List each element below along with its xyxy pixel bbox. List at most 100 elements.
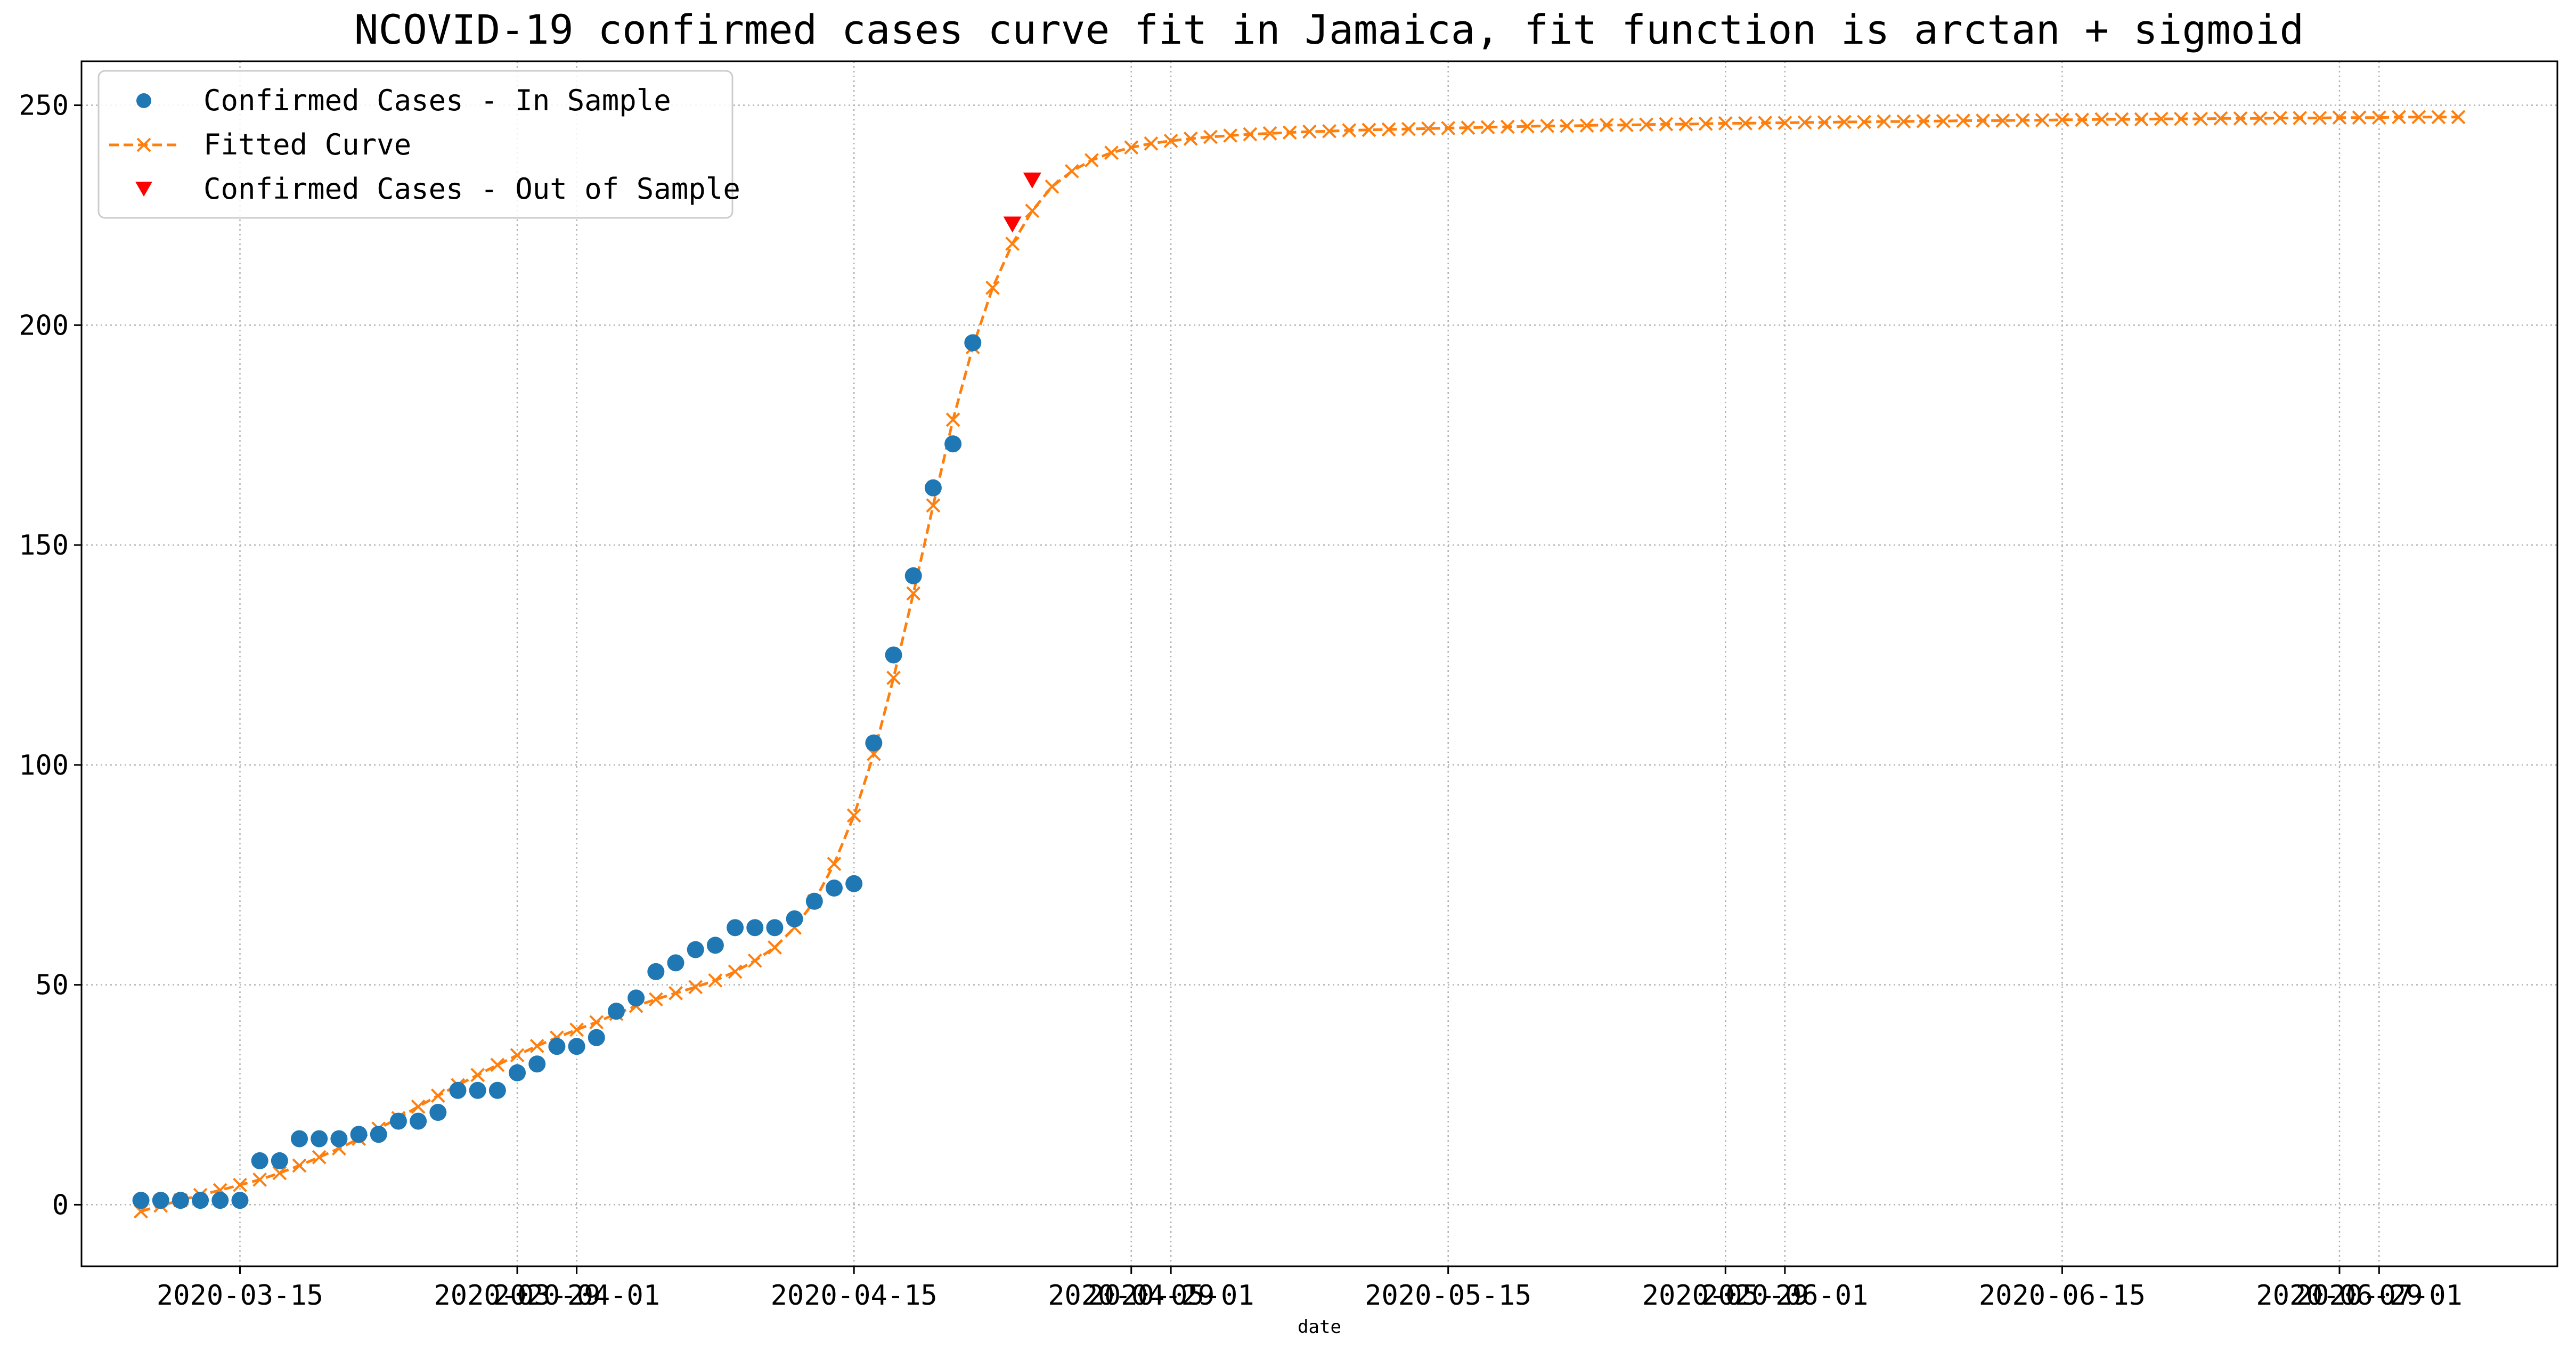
fitted-curve-point bbox=[1976, 113, 1991, 128]
fitted-curve-point bbox=[1659, 117, 1674, 132]
fitted-curve-point bbox=[1223, 128, 1238, 143]
fitted-curve-point bbox=[233, 1177, 247, 1192]
y-tick-label: 0 bbox=[52, 1189, 69, 1221]
fitted-curve-point bbox=[708, 973, 723, 988]
fitted-curve-point bbox=[1698, 116, 1713, 131]
fitted-curve-point bbox=[846, 808, 861, 823]
fitted-curve-point bbox=[2075, 112, 2089, 127]
fitted-curve-point bbox=[1995, 113, 2010, 128]
fitted-curve-point bbox=[669, 986, 683, 1000]
legend-label-in-sample: Confirmed Cases - In Sample bbox=[203, 84, 671, 117]
fitted-curve-point bbox=[1797, 115, 1812, 130]
fitted-curve-point bbox=[1560, 118, 1575, 133]
fitted-curve-point bbox=[747, 953, 762, 968]
x-tick-label: 2020-05-01 bbox=[1088, 1280, 1254, 1312]
fitted-curve-point bbox=[2174, 111, 2188, 126]
plot-area bbox=[81, 61, 2557, 1266]
fitted-curve-point bbox=[1203, 129, 1218, 144]
x-tick-label: 2020-03-29 bbox=[434, 1280, 601, 1312]
fitted-curve-point bbox=[272, 1166, 287, 1181]
fitted-curve-point bbox=[1540, 118, 1555, 133]
fitted-curve-point bbox=[648, 992, 663, 1007]
in-sample-point bbox=[410, 1112, 427, 1130]
x-tick-label: 2020-05-29 bbox=[1642, 1280, 1809, 1312]
in-sample-point bbox=[647, 963, 665, 980]
in-sample-point bbox=[687, 941, 704, 958]
in-sample-point bbox=[231, 1192, 249, 1209]
legend: Confirmed Cases - In Sample Fitted Curve… bbox=[97, 70, 740, 219]
in-sample-point bbox=[865, 734, 883, 752]
fitted-curve-point bbox=[1025, 204, 1040, 218]
fitted-curve-point bbox=[1084, 153, 1099, 168]
fitted-curve-point bbox=[1163, 134, 1178, 148]
fitted-curve-point bbox=[2194, 111, 2208, 126]
fitted-curve-point bbox=[2411, 110, 2426, 125]
in-sample-point bbox=[251, 1152, 268, 1169]
fitted-curve-point bbox=[1064, 164, 1079, 178]
fitted-curve-point bbox=[2253, 111, 2268, 126]
fitted-curve-point bbox=[1936, 113, 1951, 128]
fitted-curve-point bbox=[906, 586, 921, 601]
fitted-curve-point bbox=[1896, 114, 1911, 129]
x-tick-label: 2020-06-15 bbox=[1979, 1280, 2146, 1312]
in-sample-point bbox=[885, 646, 902, 664]
in-sample-point bbox=[786, 910, 803, 927]
fitted-curve-point bbox=[1718, 116, 1733, 131]
fitted-curve-point bbox=[2293, 111, 2308, 125]
fitted-curve-point bbox=[1520, 119, 1535, 134]
in-sample-point bbox=[389, 1112, 407, 1130]
fitted-curve-point bbox=[1362, 123, 1376, 137]
legend-box bbox=[97, 70, 733, 219]
in-sample-point bbox=[727, 919, 744, 937]
fitted-curve-point bbox=[1500, 119, 1515, 134]
fitted-curve-point bbox=[688, 980, 703, 995]
in-sample-point bbox=[706, 937, 724, 954]
in-sample-point bbox=[350, 1126, 368, 1143]
in-sample-point bbox=[528, 1055, 546, 1073]
fitted-curve-point bbox=[1262, 126, 1277, 141]
in-sample-point bbox=[172, 1192, 189, 1209]
fitted-curve-point bbox=[2134, 112, 2149, 127]
in-sample-point bbox=[825, 880, 843, 897]
y-tick-label: 150 bbox=[19, 530, 69, 561]
x-tick-label: 2020-04-15 bbox=[771, 1280, 938, 1312]
in-sample-point bbox=[746, 919, 764, 937]
fitted-curve-point bbox=[490, 1057, 505, 1072]
fitted-curve-point bbox=[1302, 124, 1317, 139]
fitted-curve-point bbox=[945, 412, 960, 427]
in-sample-point bbox=[370, 1126, 387, 1143]
in-sample-point bbox=[509, 1064, 526, 1081]
x-tick-label: 2020-03-15 bbox=[157, 1280, 323, 1312]
fitted-curve-point bbox=[2055, 112, 2069, 127]
x-tick-label: 2020-07-01 bbox=[2296, 1280, 2463, 1312]
legend-label-fitted: Fitted Curve bbox=[203, 128, 411, 161]
in-sample-point bbox=[488, 1081, 506, 1099]
fitted-curve-point bbox=[1480, 120, 1495, 135]
in-sample-point bbox=[944, 435, 962, 453]
in-sample-point bbox=[924, 479, 942, 497]
out-of-sample-point bbox=[1003, 216, 1022, 233]
fitted-curve-point bbox=[2332, 110, 2347, 125]
in-sample-point bbox=[568, 1038, 585, 1055]
in-sample-point bbox=[904, 567, 922, 584]
fitted-curve-point bbox=[1421, 121, 1436, 136]
fitted-curve-point bbox=[1956, 113, 1970, 128]
in-sample-point bbox=[667, 954, 684, 972]
y-tick-label: 50 bbox=[35, 970, 69, 1002]
fitted-curve-point bbox=[510, 1048, 525, 1063]
in-sample-point bbox=[627, 989, 645, 1007]
in-sample-point bbox=[311, 1130, 328, 1147]
fitted-curve-point bbox=[1144, 136, 1159, 151]
fitted-curve-point bbox=[1599, 118, 1614, 133]
fitted-curve-point bbox=[1401, 121, 1416, 136]
y-tick-label: 200 bbox=[19, 310, 69, 341]
in-sample-point bbox=[291, 1130, 308, 1147]
in-sample-point bbox=[588, 1029, 605, 1046]
fitted-curve-point bbox=[569, 1022, 584, 1037]
fitted-curve-point bbox=[2213, 111, 2228, 126]
in-sample-point bbox=[132, 1192, 150, 1209]
legend-label-out-of-sample: Confirmed Cases - Out of Sample bbox=[203, 172, 740, 206]
fitted-curve-point bbox=[2431, 110, 2446, 125]
fitted-curve-point bbox=[926, 498, 941, 513]
